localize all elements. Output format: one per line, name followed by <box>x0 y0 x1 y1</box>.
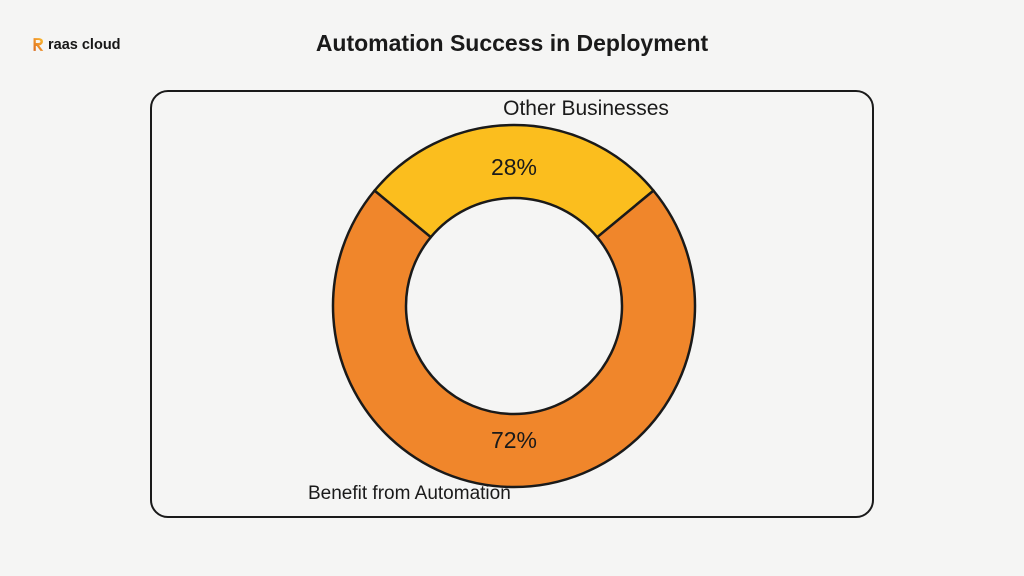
svg-text:72%: 72% <box>491 427 537 453</box>
svg-text:28%: 28% <box>491 154 537 180</box>
